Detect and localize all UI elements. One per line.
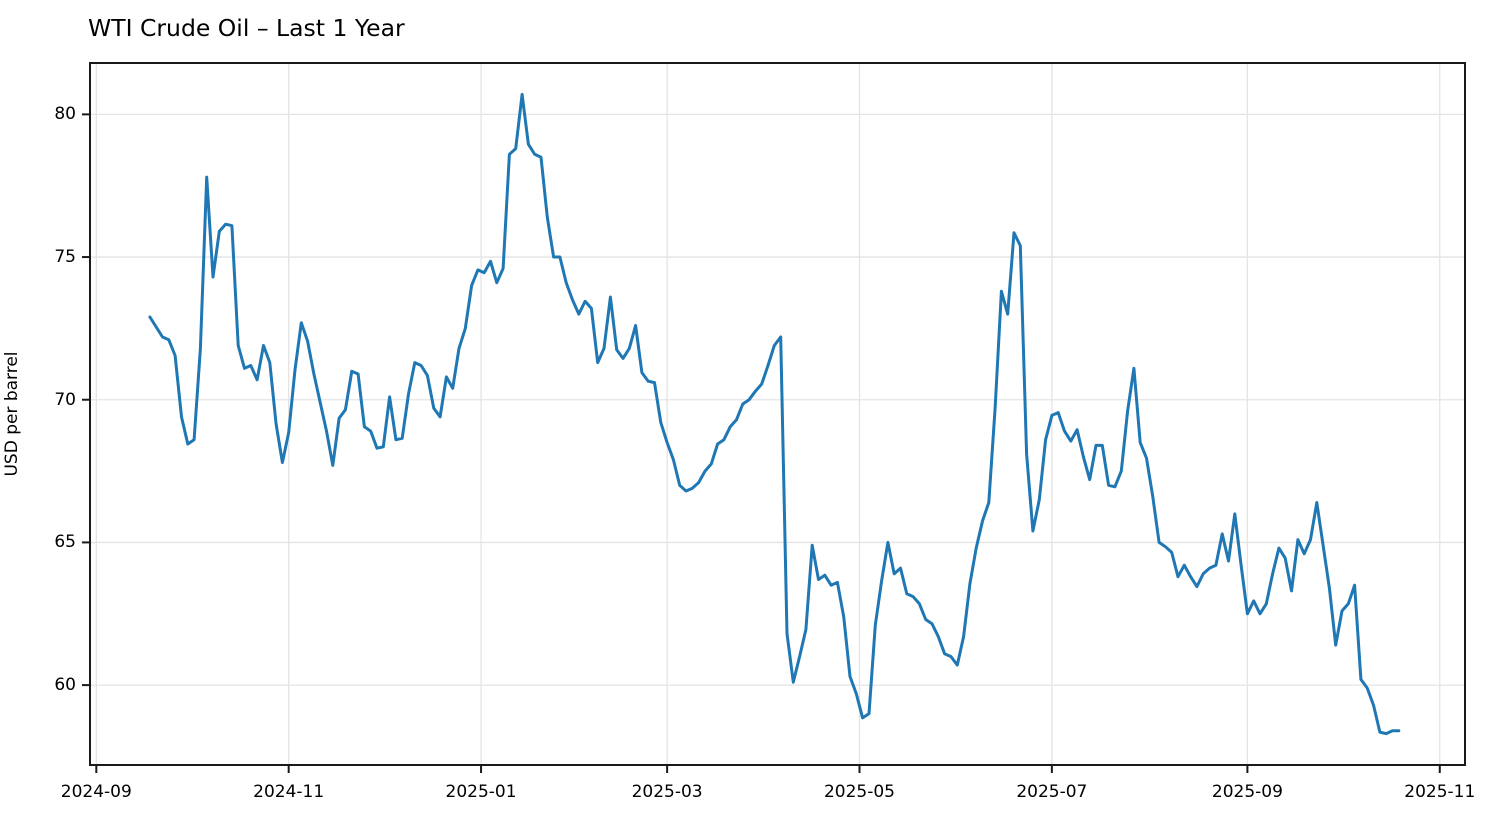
x-tick-label: 2025-03 [631, 782, 703, 802]
y-tick-label: 60 [54, 675, 76, 696]
y-tick-label: 70 [54, 389, 76, 410]
y-tick-label: 65 [54, 532, 76, 553]
price-line-series [148, 92, 1401, 736]
x-tick-label: 2025-07 [1016, 782, 1088, 802]
axes-spines [89, 62, 1466, 766]
y-tick-label: 80 [54, 104, 76, 125]
x-tick-label: 2025-09 [1211, 782, 1283, 802]
x-tick-label: 2025-11 [1404, 782, 1476, 802]
y-tick-label: 75 [54, 247, 76, 268]
x-tick-label: 2025-05 [823, 782, 895, 802]
y-axis-label: USD per barrel [2, 351, 22, 477]
x-tick-label: 2024-11 [253, 782, 325, 802]
x-tick-label: 2024-09 [60, 782, 132, 802]
chart-title: WTI Crude Oil – Last 1 Year [88, 14, 405, 42]
x-tick-label: 2025-01 [445, 782, 517, 802]
